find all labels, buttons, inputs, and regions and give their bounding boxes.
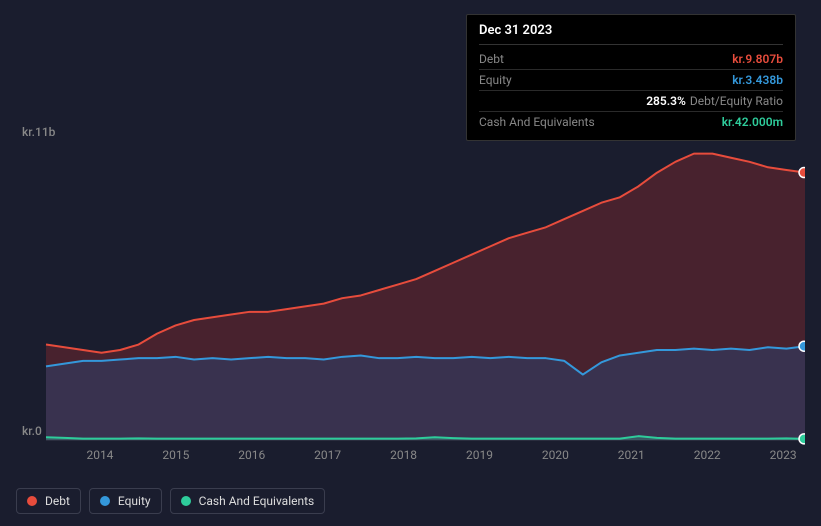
y-axis-bottom-label: kr.0 bbox=[22, 424, 42, 438]
tooltip-label: Debt bbox=[479, 52, 504, 66]
y-axis-top-label: kr.11b bbox=[22, 125, 55, 139]
tooltip-date: Dec 31 2023 bbox=[479, 23, 783, 45]
tooltip-row: 285.3%Debt/Equity Ratio bbox=[479, 91, 783, 112]
x-axis-label: 2017 bbox=[290, 448, 366, 462]
area-chart-svg bbox=[16, 125, 805, 445]
legend-label: Debt bbox=[45, 494, 70, 508]
tooltip-value: 285.3%Debt/Equity Ratio bbox=[646, 94, 783, 108]
tooltip-row: Debt kr.9.807b bbox=[479, 49, 783, 70]
x-axis-label: 2021 bbox=[593, 448, 669, 462]
x-axis-label: 2014 bbox=[62, 448, 138, 462]
x-axis-label: 2015 bbox=[138, 448, 214, 462]
tooltip-panel: Dec 31 2023 Debt kr.9.807b Equity kr.3.438b 2… bbox=[466, 14, 796, 141]
tooltip-label: Equity bbox=[479, 73, 512, 87]
tooltip-row: Equity kr.3.438b bbox=[479, 70, 783, 91]
legend-label: Cash And Equivalents bbox=[199, 494, 315, 508]
legend-dot bbox=[100, 496, 110, 506]
tooltip-value: kr.3.438b bbox=[732, 73, 783, 87]
x-axis-label: 2019 bbox=[442, 448, 518, 462]
legend-label: Equity bbox=[118, 494, 151, 508]
legend-item-equity[interactable]: Equity bbox=[89, 488, 162, 514]
x-axis-label: 2020 bbox=[517, 448, 593, 462]
legend-dot bbox=[181, 496, 191, 506]
tooltip-value: kr.9.807b bbox=[732, 52, 783, 66]
x-axis-labels: 2014201520162017201820192020202120222023 bbox=[62, 448, 821, 462]
x-axis-label: 2023 bbox=[745, 448, 821, 462]
x-axis-label: 2016 bbox=[214, 448, 290, 462]
legend-dot bbox=[27, 496, 37, 506]
x-axis-label: 2018 bbox=[366, 448, 442, 462]
chart-area: kr.11b kr.0 2014201520162017201820192020… bbox=[16, 125, 805, 465]
legend-item-cash-and-equivalents[interactable]: Cash And Equivalents bbox=[170, 488, 326, 514]
legend: Debt Equity Cash And Equivalents bbox=[16, 488, 325, 514]
x-axis-label: 2022 bbox=[669, 448, 745, 462]
legend-item-debt[interactable]: Debt bbox=[16, 488, 81, 514]
